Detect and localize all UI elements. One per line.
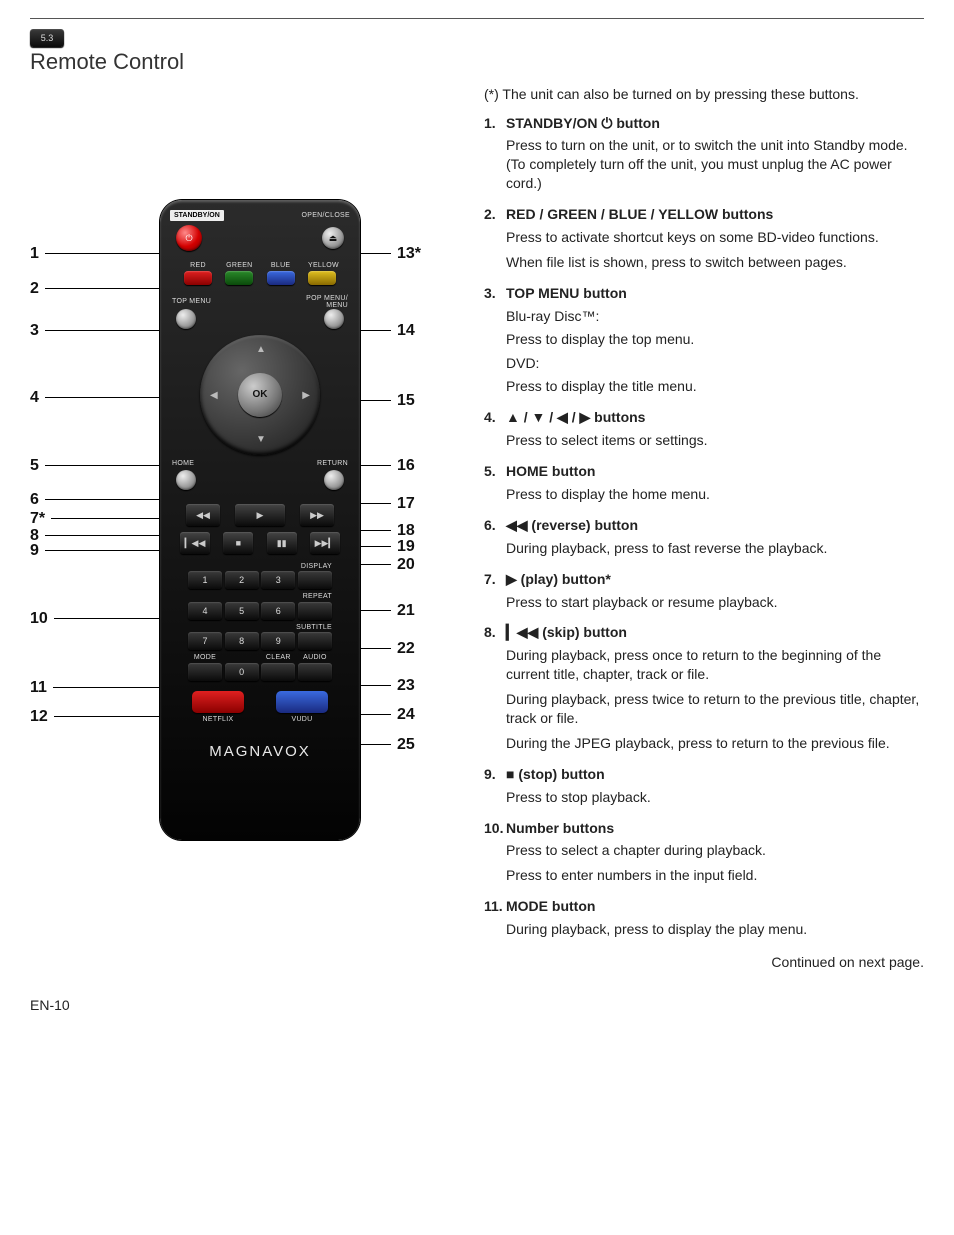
desc-item: 10.Number buttonsPress to select a chapt… xyxy=(484,819,924,886)
pause-button: ▮▮ xyxy=(267,532,297,554)
fast-forward-button: ▶▶ xyxy=(300,504,334,526)
ok-button: OK xyxy=(238,373,282,417)
desc-item: 9.■ (stop) buttonPress to stop playback. xyxy=(484,765,924,807)
page-number: EN-10 xyxy=(30,996,924,1015)
rewind-button: ◀◀ xyxy=(186,504,220,526)
vudu-button xyxy=(276,691,328,713)
d-pad: OK ▲ ▼ ◀ ▶ xyxy=(200,335,320,455)
callout-24: 24 xyxy=(352,704,415,726)
callout-11: 11 xyxy=(30,677,164,699)
callout-5: 5 xyxy=(30,455,162,477)
blue-button xyxy=(267,271,295,285)
top-menu-button xyxy=(176,309,196,329)
netflix-button xyxy=(192,691,244,713)
desc-item: 3.TOP MENU buttonBlu-ray Disc™:Press to … xyxy=(484,284,924,396)
eject-button: ⏏ xyxy=(322,227,344,249)
desc-item: 7.▶ (play) button*Press to start playbac… xyxy=(484,570,924,612)
callout-10: 10 xyxy=(30,608,165,630)
desc-item: 11.MODE buttonDuring playback, press to … xyxy=(484,897,924,939)
callout-1: 1 xyxy=(30,243,162,265)
callout-23: 23 xyxy=(352,675,415,697)
footnote: (*) The unit can also be turned on by pr… xyxy=(484,85,924,104)
callout-13*: 13* xyxy=(352,243,421,265)
desc-item: 2.RED / GREEN / BLUE / YELLOW buttonsPre… xyxy=(484,205,924,272)
callout-21: 21 xyxy=(352,600,415,622)
callout-12: 12 xyxy=(30,706,165,728)
callout-16: 16 xyxy=(352,455,415,477)
standby-label: STANDBY/ON xyxy=(170,210,224,221)
skip-back-button: ▎◀◀ xyxy=(180,532,210,554)
desc-item: 6.◀◀ (reverse) buttonDuring playback, pr… xyxy=(484,516,924,558)
desc-item: 1.STANDBY/ON ⏻ buttonPress to turn on th… xyxy=(484,114,924,194)
callout-4: 4 xyxy=(30,387,162,409)
callout-3: 3 xyxy=(30,320,162,342)
callout-17: 17 xyxy=(352,493,415,515)
red-button xyxy=(184,271,212,285)
open-close-label: OPEN/CLOSE xyxy=(301,211,350,220)
desc-item: 8.▎◀◀ (skip) buttonDuring playback, pres… xyxy=(484,623,924,752)
power-button: ⏻ xyxy=(176,225,202,251)
callout-20: 20 xyxy=(352,554,415,576)
callout-15: 15 xyxy=(352,390,415,412)
callout-22: 22 xyxy=(352,638,415,660)
continued-note: Continued on next page. xyxy=(484,953,924,972)
play-button: ▶ xyxy=(235,504,285,526)
return-button xyxy=(324,470,344,490)
section-heading: 5.3Remote Control xyxy=(30,29,924,77)
yellow-button xyxy=(308,271,336,285)
pop-menu-button xyxy=(324,309,344,329)
brand-logo: MAGNAVOX xyxy=(170,742,350,762)
desc-item: 5.HOME buttonPress to display the home m… xyxy=(484,462,924,504)
callout-9: 9 xyxy=(30,540,162,562)
remote-diagram: 1234567*8910111213*141516171819202122232… xyxy=(30,200,460,860)
desc-item: 4.▲ / ▼ / ◀ / ▶ buttonsPress to select i… xyxy=(484,408,924,450)
green-button xyxy=(225,271,253,285)
callout-2: 2 xyxy=(30,278,162,300)
callout-25: 25 xyxy=(352,734,415,756)
skip-forward-button: ▶▶▎ xyxy=(310,532,340,554)
home-button xyxy=(176,470,196,490)
stop-button: ■ xyxy=(223,532,253,554)
callout-14: 14 xyxy=(352,320,415,342)
